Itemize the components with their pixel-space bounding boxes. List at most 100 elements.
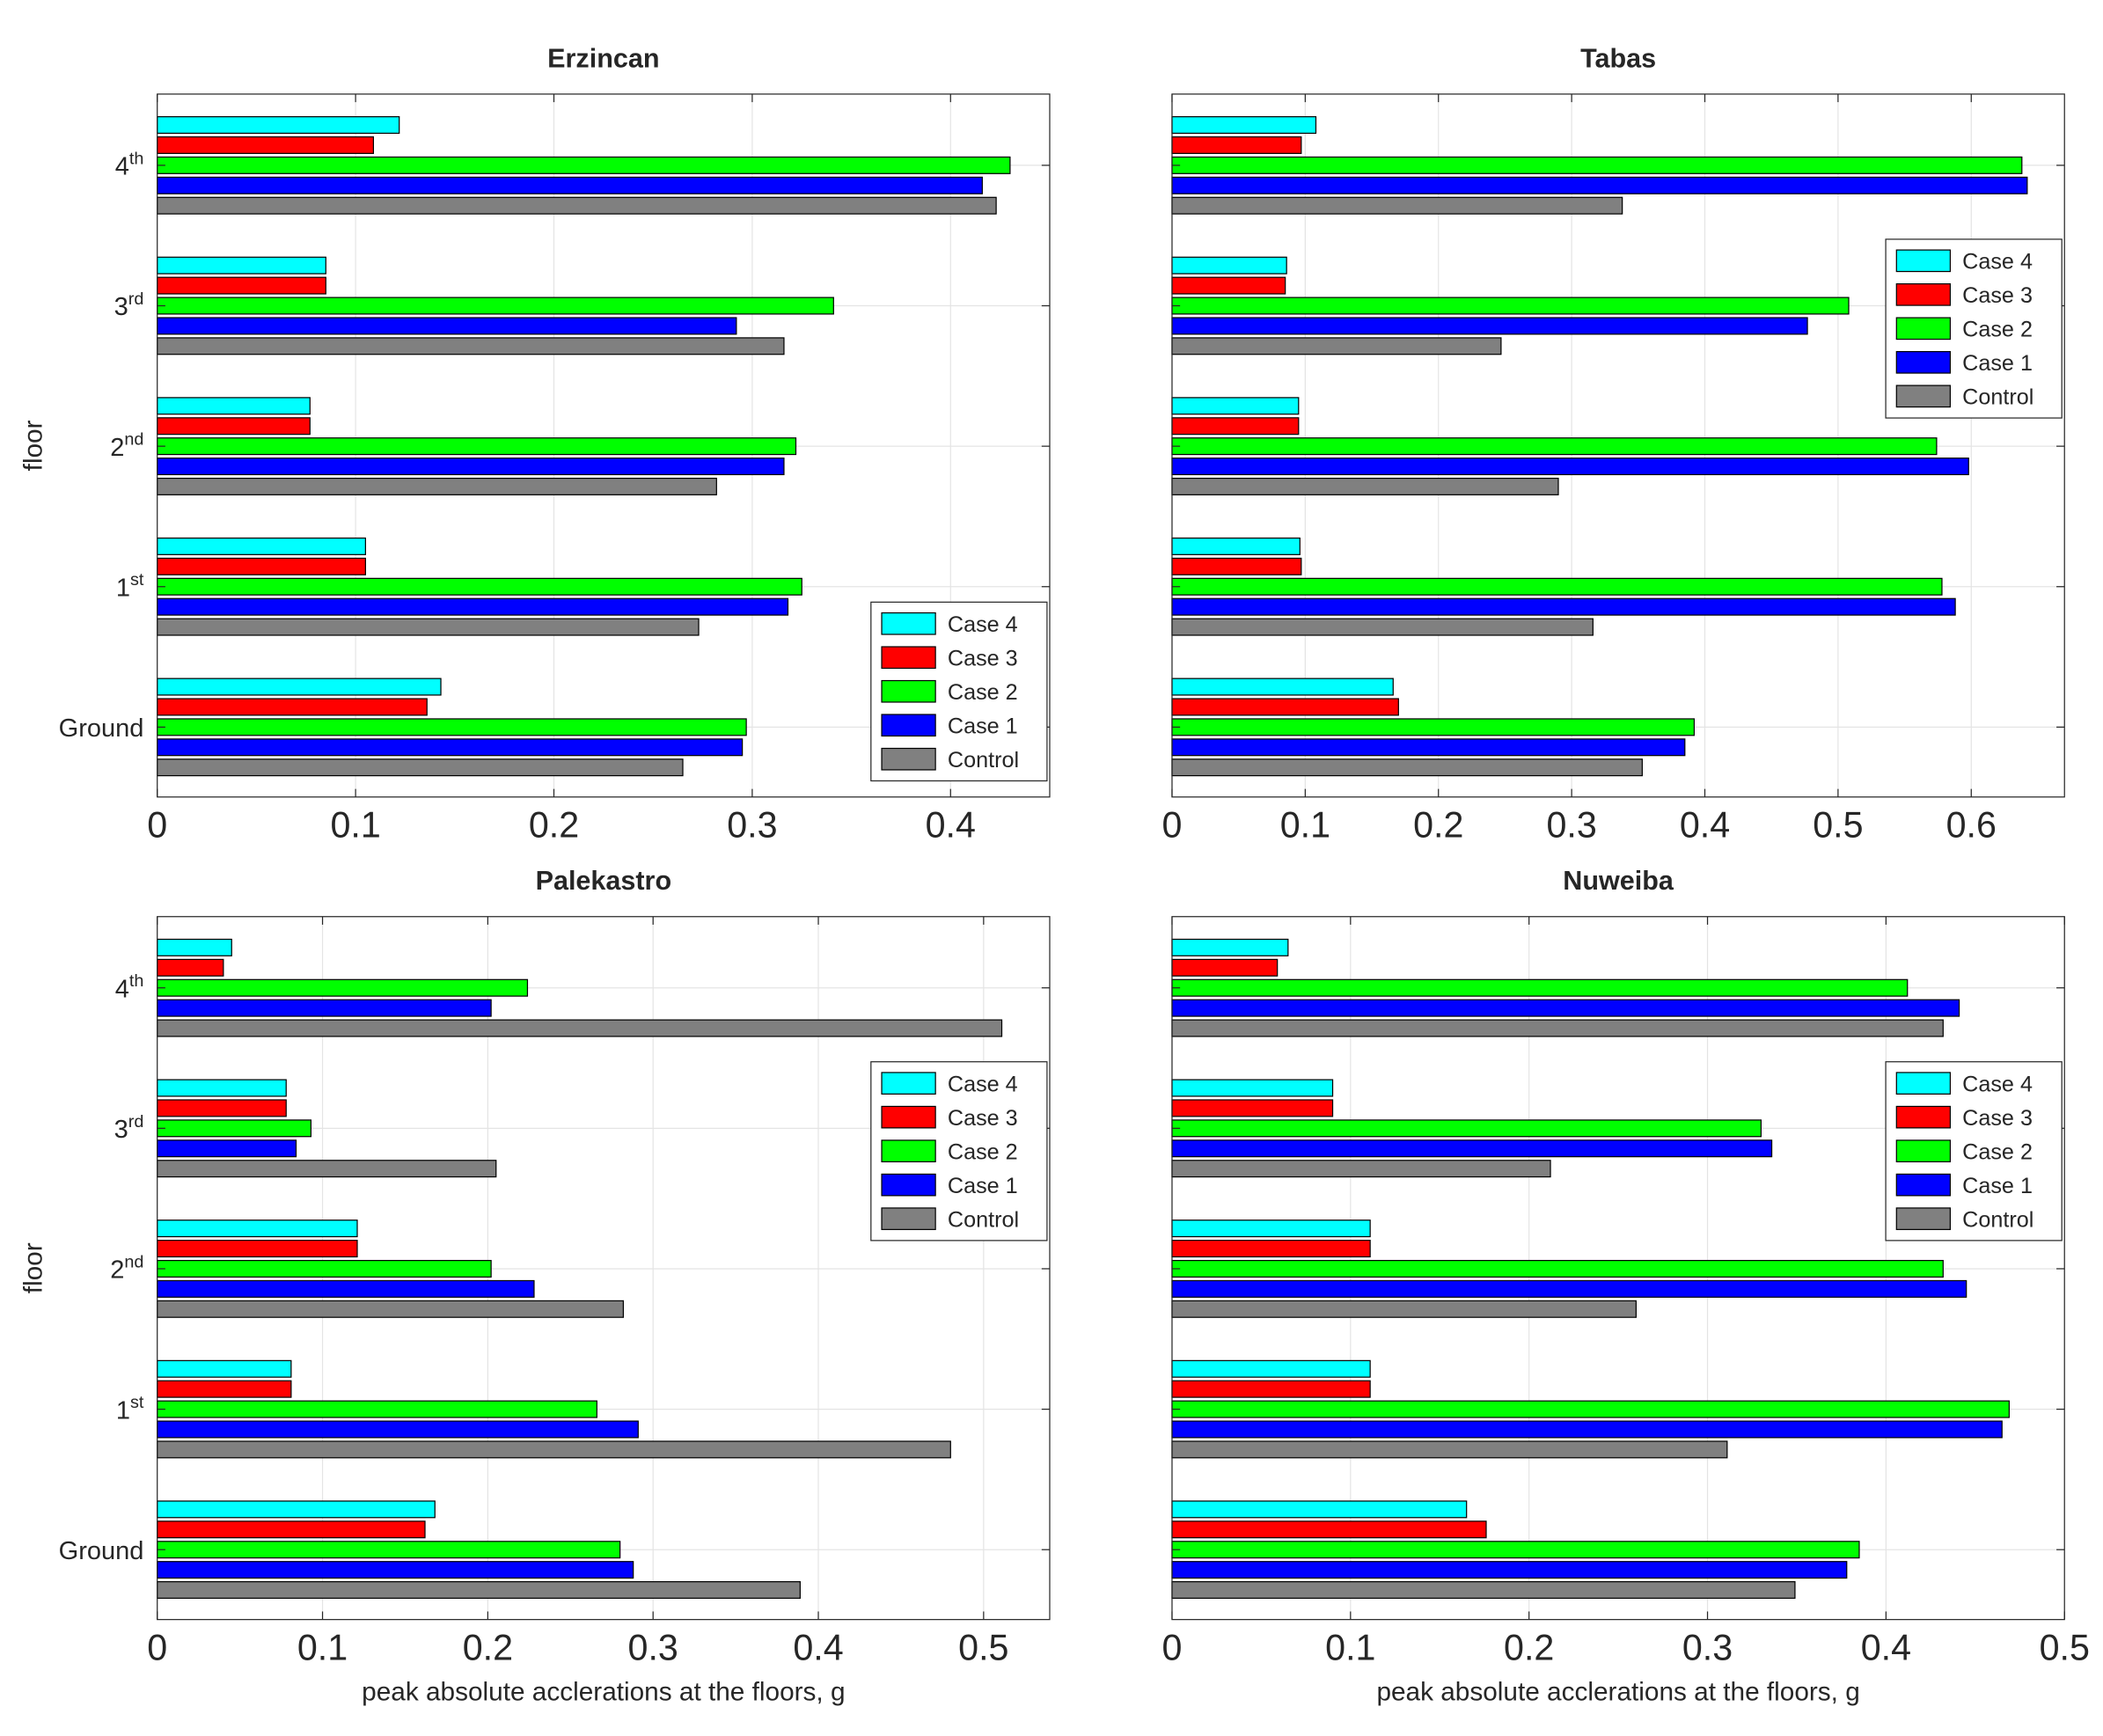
bar-case-4-4th — [157, 938, 232, 956]
bar-control-3rd — [1171, 1160, 1551, 1178]
legend: Case 4 Case 3 Case 2 Case 1 Control — [870, 1061, 1048, 1242]
legend: Case 4 Case 3 Case 2 Case 1 Control — [870, 601, 1048, 782]
bar-case-3-1st — [157, 557, 366, 575]
bar-control-2nd — [1171, 477, 1559, 495]
legend-swatch-case-2 — [1895, 317, 1952, 341]
bar-case-4-ground — [1171, 1500, 1468, 1519]
y-tick-label-ground: Ground — [59, 714, 144, 743]
legend-swatch-case-3 — [1895, 282, 1952, 306]
legend-label-case-2: Case 2 — [948, 1139, 1018, 1164]
axes-frame — [1171, 916, 2065, 1621]
bar-case-2-1st — [157, 577, 802, 596]
legend-label-control: Control — [1962, 385, 2033, 409]
bar-case-3-ground — [1171, 698, 1399, 716]
legend-swatch-case-4 — [1895, 1072, 1952, 1095]
bar-case-3-2nd — [1171, 417, 1300, 436]
bar-case-4-1st — [1171, 537, 1301, 555]
chart-title: Nuweiba — [1563, 866, 1674, 896]
bar-case-3-3rd — [157, 276, 326, 295]
bar-case-2-4th — [157, 978, 529, 997]
bar-case-1-3rd — [157, 1139, 297, 1158]
y-tick-label-3: 3rd — [114, 289, 144, 321]
legend-label-case-1: Case 1 — [1962, 351, 2033, 376]
bar-case-3-4th — [157, 136, 375, 154]
bar-case-1-2nd — [157, 458, 785, 476]
bar-case-3-3rd — [1171, 276, 1286, 295]
legend-swatch-case-4 — [881, 1072, 936, 1095]
bar-case-4-2nd — [157, 397, 311, 415]
bar-case-3-3rd — [1171, 1099, 1334, 1117]
bar-control-1st — [157, 618, 700, 636]
bar-case-4-4th — [1171, 116, 1317, 135]
bar-case-4-ground — [157, 1500, 436, 1519]
bar-case-1-4th — [1171, 999, 1960, 1017]
bar-case-2-4th — [1171, 156, 2023, 174]
bar-case-2-ground — [1171, 718, 1696, 736]
x-tick-label: 0.4 — [1680, 805, 1730, 846]
bar-case-1-1st — [157, 597, 789, 616]
bar-control-ground — [1171, 1581, 1796, 1600]
chart-title: Palekastro — [536, 866, 672, 896]
legend-label-control: Control — [948, 1207, 1019, 1232]
legend-swatch-case-4 — [1895, 249, 1952, 273]
legend-label-control: Control — [1962, 1207, 2033, 1232]
y-tick-label-2: 2nd — [110, 1252, 143, 1284]
bar-case-2-3rd — [157, 297, 834, 315]
bar-case-3-ground — [157, 698, 428, 716]
bar-control-1st — [1171, 618, 1594, 636]
bar-case-1-3rd — [1171, 317, 1808, 335]
legend-label-case-4: Case 4 — [1962, 1072, 2033, 1096]
bar-case-4-2nd — [1171, 1220, 1371, 1238]
y-tick-label-4: 4th — [115, 971, 144, 1003]
bar-case-2-2nd — [1171, 437, 1938, 456]
bar-case-2-2nd — [157, 1259, 492, 1278]
x-tick-label: 0 — [147, 1627, 167, 1667]
bar-case-1-1st — [157, 1420, 639, 1439]
chart-nuweiba: 0 0.1 0.2 0.3 0.4 0.5 Nuweiba peak absolute acc… — [1162, 866, 2090, 1706]
y-tick-label-1: 1st — [116, 570, 144, 602]
bar-case-3-4th — [1171, 136, 1302, 154]
y-tick-label-3: 3rd — [114, 1112, 144, 1144]
bar-case-2-4th — [1171, 978, 1909, 997]
x-tick-label: 0.2 — [529, 805, 579, 846]
bar-case-1-4th — [1171, 176, 2028, 194]
x-tick-label: 0.1 — [1325, 1627, 1375, 1667]
legend-label-case-4: Case 4 — [1962, 249, 2033, 274]
bar-case-3-3rd — [157, 1099, 287, 1117]
bar-control-3rd — [157, 1160, 497, 1178]
x-axis-label: peak absolute acclerations at the floors… — [362, 1677, 845, 1706]
axes-frame — [157, 93, 1051, 798]
x-tick-label: 0.4 — [793, 1627, 843, 1667]
bar-case-2-4th — [157, 156, 1011, 174]
bar-case-1-ground — [157, 738, 744, 757]
bar-case-2-2nd — [157, 437, 797, 456]
bar-case-4-2nd — [157, 1220, 358, 1238]
x-tick-label: 0 — [147, 805, 167, 846]
bar-case-3-4th — [157, 958, 224, 977]
x-tick-label: 0 — [1162, 805, 1183, 846]
bar-control-ground — [157, 1581, 801, 1600]
bar-case-1-4th — [157, 176, 983, 194]
bar-case-3-ground — [157, 1520, 426, 1539]
bar-case-3-2nd — [157, 417, 311, 436]
legend-label-case-1: Case 1 — [948, 714, 1018, 738]
x-axis-label: peak absolute acclerations at the floors… — [1376, 1677, 1859, 1706]
legend-swatch-case-3 — [881, 1105, 936, 1129]
x-tick-label: 0.5 — [2040, 1627, 2090, 1667]
bar-control-2nd — [157, 1300, 624, 1318]
legend-swatch-case-1 — [1895, 1173, 1952, 1197]
legend: Case 4 Case 3 Case 2 Case 1 Control — [1885, 238, 2063, 419]
axes-frame — [1171, 93, 2065, 798]
y-tick-label-ground: Ground — [59, 1537, 144, 1565]
bar-case-1-ground — [1171, 738, 1686, 757]
legend-label-case-3: Case 3 — [948, 1106, 1018, 1131]
bar-control-ground — [1171, 758, 1643, 777]
bar-case-2-3rd — [157, 1119, 312, 1138]
legend-label-case-4: Case 4 — [948, 612, 1018, 637]
bar-case-2-ground — [157, 718, 747, 736]
legend-swatch-case-2 — [881, 679, 936, 703]
axes-frame — [157, 916, 1051, 1621]
bar-case-3-2nd — [157, 1240, 358, 1258]
bar-case-1-3rd — [157, 317, 737, 335]
